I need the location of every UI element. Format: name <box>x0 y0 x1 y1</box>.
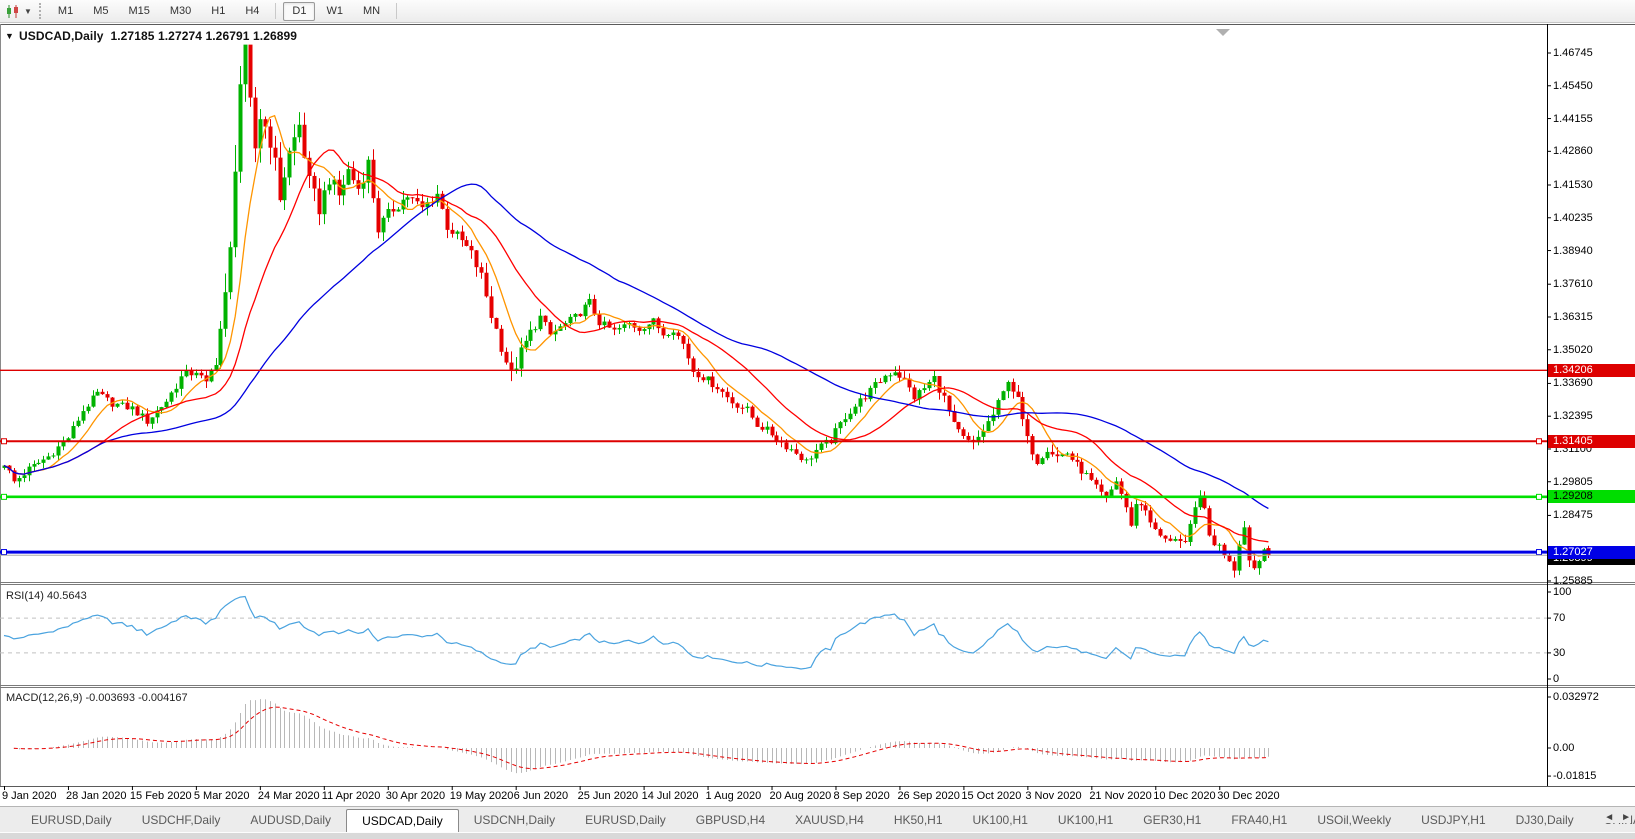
rsi-indicator-label: RSI(14) 40.5643 <box>6 590 87 602</box>
date-axis-tick: 26 Sep 2020 <box>897 790 960 802</box>
price-axis-tick: 1.32395 <box>1553 410 1593 423</box>
price-axis-tick: 1.36315 <box>1553 310 1593 323</box>
tab-usdcad-daily[interactable]: USDCAD,Daily <box>346 809 459 832</box>
date-axis-tick: 30 Dec 2020 <box>1217 790 1280 802</box>
tab-eurusd-daily[interactable]: EURUSD,Daily <box>585 813 666 827</box>
rsi-axis-tick: 0 <box>1553 673 1560 685</box>
timeframe-toolbar: ▼ M1 M5 M15 M30 H1 H4 D1 W1 MN <box>0 0 1635 23</box>
tab-usoil-weekly[interactable]: USOil,Weekly <box>1317 813 1392 827</box>
tab-uk100-h1[interactable]: UK100,H1 <box>1057 813 1114 827</box>
chart-canvas[interactable] <box>0 24 1635 806</box>
chart-window: ▼ USDCAD,Daily 1.27185 1.27274 1.26791 1.… <box>0 24 1635 806</box>
toolbar-separator <box>396 3 398 19</box>
price-axis-tick: 1.45450 <box>1553 79 1593 92</box>
price-axis-tick: 1.25885 <box>1553 574 1593 587</box>
date-axis-tick: 28 Jan 2020 <box>65 790 127 802</box>
tab-usdjpy-h1[interactable]: USDJPY,H1 <box>1421 813 1486 827</box>
tab-eurusd-daily[interactable]: EURUSD,Daily <box>31 813 112 827</box>
price-axis-tick: 1.44155 <box>1553 112 1593 125</box>
rsi-axis-tick: 100 <box>1553 586 1572 598</box>
date-axis-tick: 20 Aug 2020 <box>769 790 832 802</box>
timeframe-button-m15[interactable]: M15 <box>128 4 150 17</box>
date-axis-tick: 3 Nov 2020 <box>1025 790 1082 802</box>
date-axis-tick: 15 Feb 2020 <box>129 790 192 802</box>
chevron-down-icon[interactable]: ▼ <box>24 6 32 16</box>
timeframe-button-m30[interactable]: M30 <box>169 4 192 17</box>
date-axis-tick: 10 Dec 2020 <box>1153 790 1216 802</box>
price-axis-tick: 1.46745 <box>1553 47 1593 59</box>
rsi-axis-tick: 30 <box>1553 646 1566 659</box>
tab-scroll-arrows: ◄ ► <box>1598 812 1631 823</box>
price-axis-tick: 1.40235 <box>1553 211 1593 224</box>
timeframe-button-w1[interactable]: W1 <box>326 4 343 17</box>
date-axis-tick: 30 Apr 2020 <box>385 790 446 802</box>
price-badge: 1.29208 <box>1548 490 1635 504</box>
date-axis-tick: 14 Jul 2020 <box>641 790 699 802</box>
collapse-triangle-icon[interactable]: ▼ <box>5 31 15 41</box>
candlestick-chart-icon[interactable] <box>5 4 21 19</box>
price-axis-tick: 1.38940 <box>1553 244 1593 257</box>
price-axis-tick: 1.42860 <box>1553 145 1593 158</box>
chart-ohlc-values: 1.27185 1.27274 1.26791 1.26899 <box>110 29 298 43</box>
timeframe-button-m1[interactable]: M1 <box>57 4 74 17</box>
timeframe-button-h4[interactable]: H4 <box>245 4 260 17</box>
date-axis-tick: 1 Aug 2020 <box>705 790 762 802</box>
date-axis-tick: 11 Apr 2020 <box>321 790 381 802</box>
tab-usdcnh-daily[interactable]: USDCNH,Daily <box>473 813 556 827</box>
timeframe-button-mn[interactable]: MN <box>362 4 381 17</box>
tab-hk50-h1[interactable]: HK50,H1 <box>893 813 943 827</box>
tab-fra40-h1[interactable]: FRA40,H1 <box>1231 813 1288 827</box>
macd-axis-tick: -0.01815 <box>1553 770 1597 783</box>
chart-title: ▼ USDCAD,Daily 1.27185 1.27274 1.26791 1.… <box>5 29 297 43</box>
tab-scroll-right-icon[interactable]: ► <box>1621 812 1631 823</box>
tab-uk100-h1[interactable]: UK100,H1 <box>972 813 1028 827</box>
tab-ger30-h1[interactable]: GER30,H1 <box>1143 813 1202 827</box>
tab-gbpusd-h4[interactable]: GBPUSD,H4 <box>695 813 766 827</box>
date-axis-tick: 15 Oct 2020 <box>961 790 1022 802</box>
macd-axis-tick: 0.00 <box>1553 742 1575 754</box>
date-axis-tick: 21 Nov 2020 <box>1089 790 1152 802</box>
price-axis-tick: 1.37610 <box>1553 278 1593 291</box>
macd-axis-tick: 0.032972 <box>1553 690 1599 703</box>
tab-audusd-daily[interactable]: AUDUSD,Daily <box>250 813 332 827</box>
chart-tab-bar: EURUSD,Daily USDCHF,Daily AUDUSD,Daily USDC… <box>0 806 1635 832</box>
macd-indicator-label: MACD(12,26,9) -0.003693 -0.004167 <box>6 692 188 704</box>
date-axis-tick: 24 Mar 2020 <box>257 790 320 802</box>
date-axis-tick: 8 Sep 2020 <box>833 790 890 802</box>
tab-usdchf-daily[interactable]: USDCHF,Daily <box>141 813 221 827</box>
chart-symbol-label: USDCAD,Daily <box>19 29 104 43</box>
price-badge: 1.31405 <box>1548 434 1635 448</box>
toolbar-separator <box>275 3 277 19</box>
date-axis-tick: 5 Mar 2020 <box>193 790 250 802</box>
price-badge: 1.27027 <box>1548 545 1635 559</box>
date-axis-tick: 19 May 2020 <box>449 790 514 802</box>
price-axis-tick: 1.35020 <box>1553 343 1593 356</box>
toolbar-grip[interactable] <box>38 3 41 19</box>
date-axis-tick: 9 Jan 2020 <box>2 790 57 802</box>
tab-dj30-daily[interactable]: DJ30,Daily <box>1515 813 1574 827</box>
tab-xauusd-h4[interactable]: XAUUSD,H4 <box>795 813 864 827</box>
price-badge: 1.34206 <box>1548 363 1635 377</box>
price-axis-tick: 1.28475 <box>1553 509 1593 522</box>
price-axis-tick: 1.29805 <box>1553 475 1593 488</box>
price-axis-tick: 1.33690 <box>1553 377 1593 390</box>
timeframe-button-h1[interactable]: H1 <box>211 4 226 17</box>
price-axis-tick: 1.41530 <box>1553 178 1593 191</box>
timeframe-button-m5[interactable]: M5 <box>93 4 109 17</box>
timeframe-buttons: M1 M5 M15 M30 H1 H4 D1 W1 MN <box>48 1 403 21</box>
date-axis-tick: 6 Jun 2020 <box>513 790 569 802</box>
rsi-axis-tick: 70 <box>1553 612 1566 625</box>
bottom-scroll-strip[interactable] <box>0 832 1635 839</box>
timeframe-button-d1[interactable]: D1 <box>283 1 316 21</box>
date-axis-tick: 25 Jun 2020 <box>577 790 639 802</box>
tab-scroll-left-icon[interactable]: ◄ <box>1604 812 1615 823</box>
